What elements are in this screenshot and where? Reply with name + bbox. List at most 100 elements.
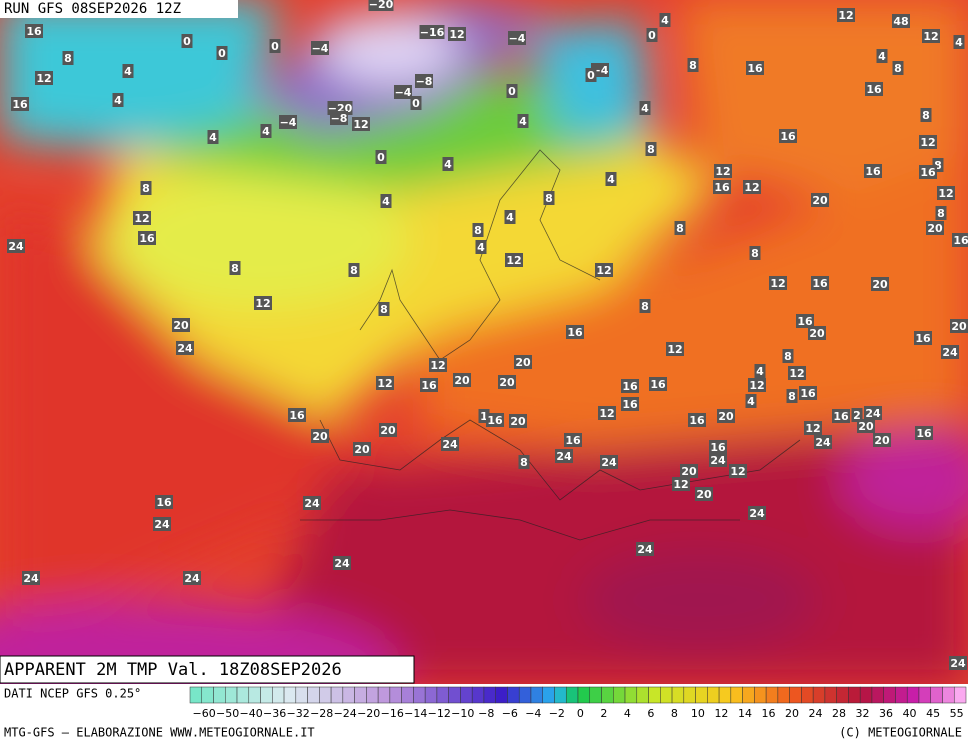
temperature-label: 4 xyxy=(124,65,132,78)
label-box xyxy=(508,31,526,45)
label-box xyxy=(864,164,882,178)
credit-label: MTG-GFS — ELABORAZIONE WWW.METEOGIORNALE… xyxy=(4,726,315,740)
temperature-label: 16 xyxy=(915,332,931,345)
label-box xyxy=(666,342,684,356)
color-swatch xyxy=(836,686,849,704)
label-box xyxy=(566,325,584,339)
temperature-label: 1 xyxy=(480,410,488,423)
colorbar-tick-label: −60 xyxy=(192,707,215,720)
temperature-label: 16 xyxy=(12,98,28,111)
temperature-label: −8 xyxy=(331,112,348,125)
temperature-label: 16 xyxy=(866,83,882,96)
temperature-label: 20 xyxy=(681,465,697,478)
label-box xyxy=(814,435,832,449)
temperature-label: 8 xyxy=(689,59,697,72)
color-swatch xyxy=(660,686,673,704)
temperature-label: 12 xyxy=(430,359,445,372)
temperature-label: 24 xyxy=(749,507,765,520)
temperature-label: 0 xyxy=(218,47,226,60)
color-swatch xyxy=(201,686,214,704)
label-box xyxy=(375,150,387,164)
label-box xyxy=(176,341,194,355)
label-box xyxy=(7,239,25,253)
label-box xyxy=(269,39,281,53)
temperature-label: 24 xyxy=(154,518,170,531)
temperature-label: 16 xyxy=(714,181,730,194)
colorbar-tick-label: 0 xyxy=(577,707,584,720)
color-swatch xyxy=(283,686,297,704)
temperature-label: 12 xyxy=(938,187,953,200)
temperature-label: 0 xyxy=(648,29,656,42)
colorbar-tick-label: 14 xyxy=(738,707,752,720)
label-box xyxy=(851,408,863,422)
label-box xyxy=(639,299,651,313)
label-box xyxy=(743,180,761,194)
label-box xyxy=(782,349,794,363)
colorbar-tick-label: −20 xyxy=(357,707,380,720)
temperature-label: 8 xyxy=(474,224,482,237)
label-box xyxy=(394,85,412,99)
temperature-label: 12 xyxy=(599,407,614,420)
label-box xyxy=(35,71,53,85)
colorbar-tick-label: −12 xyxy=(428,707,451,720)
label-box xyxy=(514,355,532,369)
color-swatch xyxy=(953,686,967,704)
label-box xyxy=(453,373,471,387)
colorbar-tick-label: −50 xyxy=(216,707,239,720)
colorbar-tick-label: −10 xyxy=(451,707,474,720)
label-box xyxy=(754,364,766,378)
label-box xyxy=(352,117,370,131)
label-box xyxy=(181,34,193,48)
label-box xyxy=(379,423,397,437)
temperature-label: 16 xyxy=(780,130,796,143)
temperature-label: 8 xyxy=(934,159,942,172)
label-box xyxy=(788,366,806,380)
temperature-label: 24 xyxy=(637,543,653,556)
temperature-label: 16 xyxy=(833,410,849,423)
temperature-label: 24 xyxy=(556,450,572,463)
label-box xyxy=(621,397,639,411)
temperature-label: 0 xyxy=(271,40,279,53)
label-box xyxy=(498,375,516,389)
colorbar-tick-label: −8 xyxy=(478,707,494,720)
temperature-label: 16 xyxy=(565,434,581,447)
label-box xyxy=(717,409,735,423)
color-swatch xyxy=(742,686,755,704)
temperature-label: 20 xyxy=(312,430,328,443)
color-swatch xyxy=(777,686,790,704)
colorbar-tick-label: 24 xyxy=(809,707,823,720)
temperature-label: 8 xyxy=(641,300,649,313)
temperature-label: 24 xyxy=(23,572,39,585)
label-box xyxy=(475,240,487,254)
colorbar-tick-label: 8 xyxy=(671,707,678,720)
temperature-label: 8 xyxy=(788,390,796,403)
color-swatch xyxy=(906,686,920,704)
label-box xyxy=(543,191,555,205)
temperature-label: 16 xyxy=(812,277,828,290)
label-box xyxy=(448,27,466,41)
temperature-label: 4 xyxy=(878,50,886,63)
temperature-label: 16 xyxy=(622,398,638,411)
label-box xyxy=(769,276,787,290)
color-swatch xyxy=(895,686,908,704)
label-box xyxy=(659,13,671,27)
temperature-label: 4 xyxy=(114,94,122,107)
colorbar-tick-label: −36 xyxy=(263,707,286,720)
temperature-label: 8 xyxy=(922,109,930,122)
label-box xyxy=(714,164,732,178)
label-box xyxy=(509,414,527,428)
temperature-label: 4 xyxy=(607,173,615,186)
label-box xyxy=(680,464,698,478)
label-box xyxy=(420,378,438,392)
label-box xyxy=(478,409,490,423)
label-box xyxy=(441,437,459,451)
label-box xyxy=(155,495,173,509)
temperature-label: 12 xyxy=(673,478,688,491)
color-swatch xyxy=(613,686,626,704)
temperature-label: 16 xyxy=(689,414,705,427)
color-swatch xyxy=(248,686,261,704)
temperature-label: 2 xyxy=(853,409,861,422)
temperature-label: 16 xyxy=(567,326,583,339)
